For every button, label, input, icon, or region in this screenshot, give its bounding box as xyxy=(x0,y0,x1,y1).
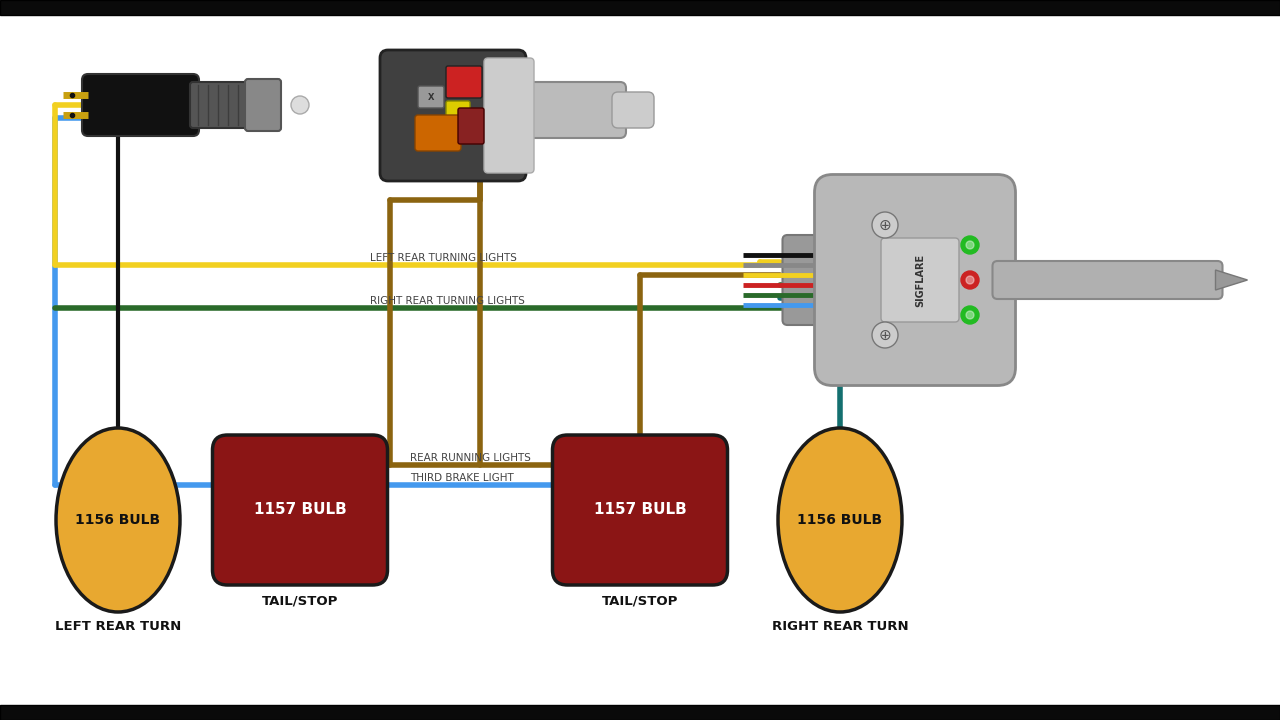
Text: RIGHT REAR TURNING LIGHTS: RIGHT REAR TURNING LIGHTS xyxy=(370,296,525,306)
Ellipse shape xyxy=(291,96,308,114)
FancyBboxPatch shape xyxy=(419,86,444,108)
Circle shape xyxy=(961,306,979,324)
Text: 1156 BULB: 1156 BULB xyxy=(797,513,883,527)
FancyBboxPatch shape xyxy=(212,435,388,585)
Text: LEFT REAR TURNING LIGHTS: LEFT REAR TURNING LIGHTS xyxy=(370,253,517,263)
Text: ⊕: ⊕ xyxy=(878,328,891,343)
Text: 1156 BULB: 1156 BULB xyxy=(76,513,160,527)
FancyBboxPatch shape xyxy=(189,82,251,128)
Text: THIRD BRAKE LIGHT: THIRD BRAKE LIGHT xyxy=(410,473,513,483)
Text: SIGFLARE: SIGFLARE xyxy=(915,253,925,307)
Text: TAIL/STOP: TAIL/STOP xyxy=(602,595,678,608)
Text: ⊕: ⊕ xyxy=(878,217,891,233)
Circle shape xyxy=(966,276,974,284)
FancyBboxPatch shape xyxy=(484,58,534,173)
FancyBboxPatch shape xyxy=(612,92,654,128)
Circle shape xyxy=(966,241,974,249)
Polygon shape xyxy=(1216,270,1248,290)
Text: 1157 BULB: 1157 BULB xyxy=(253,503,347,518)
FancyBboxPatch shape xyxy=(782,235,847,325)
FancyBboxPatch shape xyxy=(814,174,1015,385)
Circle shape xyxy=(961,236,979,254)
Text: TAIL/STOP: TAIL/STOP xyxy=(262,595,338,608)
Circle shape xyxy=(966,311,974,319)
FancyBboxPatch shape xyxy=(415,115,461,151)
FancyBboxPatch shape xyxy=(244,79,282,131)
FancyBboxPatch shape xyxy=(458,108,484,144)
Circle shape xyxy=(961,271,979,289)
Ellipse shape xyxy=(778,428,902,612)
FancyBboxPatch shape xyxy=(445,101,470,121)
Ellipse shape xyxy=(56,428,180,612)
Text: X: X xyxy=(428,92,434,102)
FancyBboxPatch shape xyxy=(881,238,959,322)
FancyBboxPatch shape xyxy=(445,66,483,98)
Text: 1157 BULB: 1157 BULB xyxy=(594,503,686,518)
FancyBboxPatch shape xyxy=(0,705,1280,720)
Circle shape xyxy=(872,212,899,238)
FancyBboxPatch shape xyxy=(82,74,198,136)
FancyBboxPatch shape xyxy=(553,435,727,585)
Text: LEFT REAR TURN: LEFT REAR TURN xyxy=(55,620,182,633)
Circle shape xyxy=(872,322,899,348)
FancyBboxPatch shape xyxy=(992,261,1222,299)
FancyBboxPatch shape xyxy=(524,82,626,138)
FancyBboxPatch shape xyxy=(380,50,526,181)
Text: REAR RUNNING LIGHTS: REAR RUNNING LIGHTS xyxy=(410,453,531,463)
FancyBboxPatch shape xyxy=(0,0,1280,15)
Text: RIGHT REAR TURN: RIGHT REAR TURN xyxy=(772,620,909,633)
